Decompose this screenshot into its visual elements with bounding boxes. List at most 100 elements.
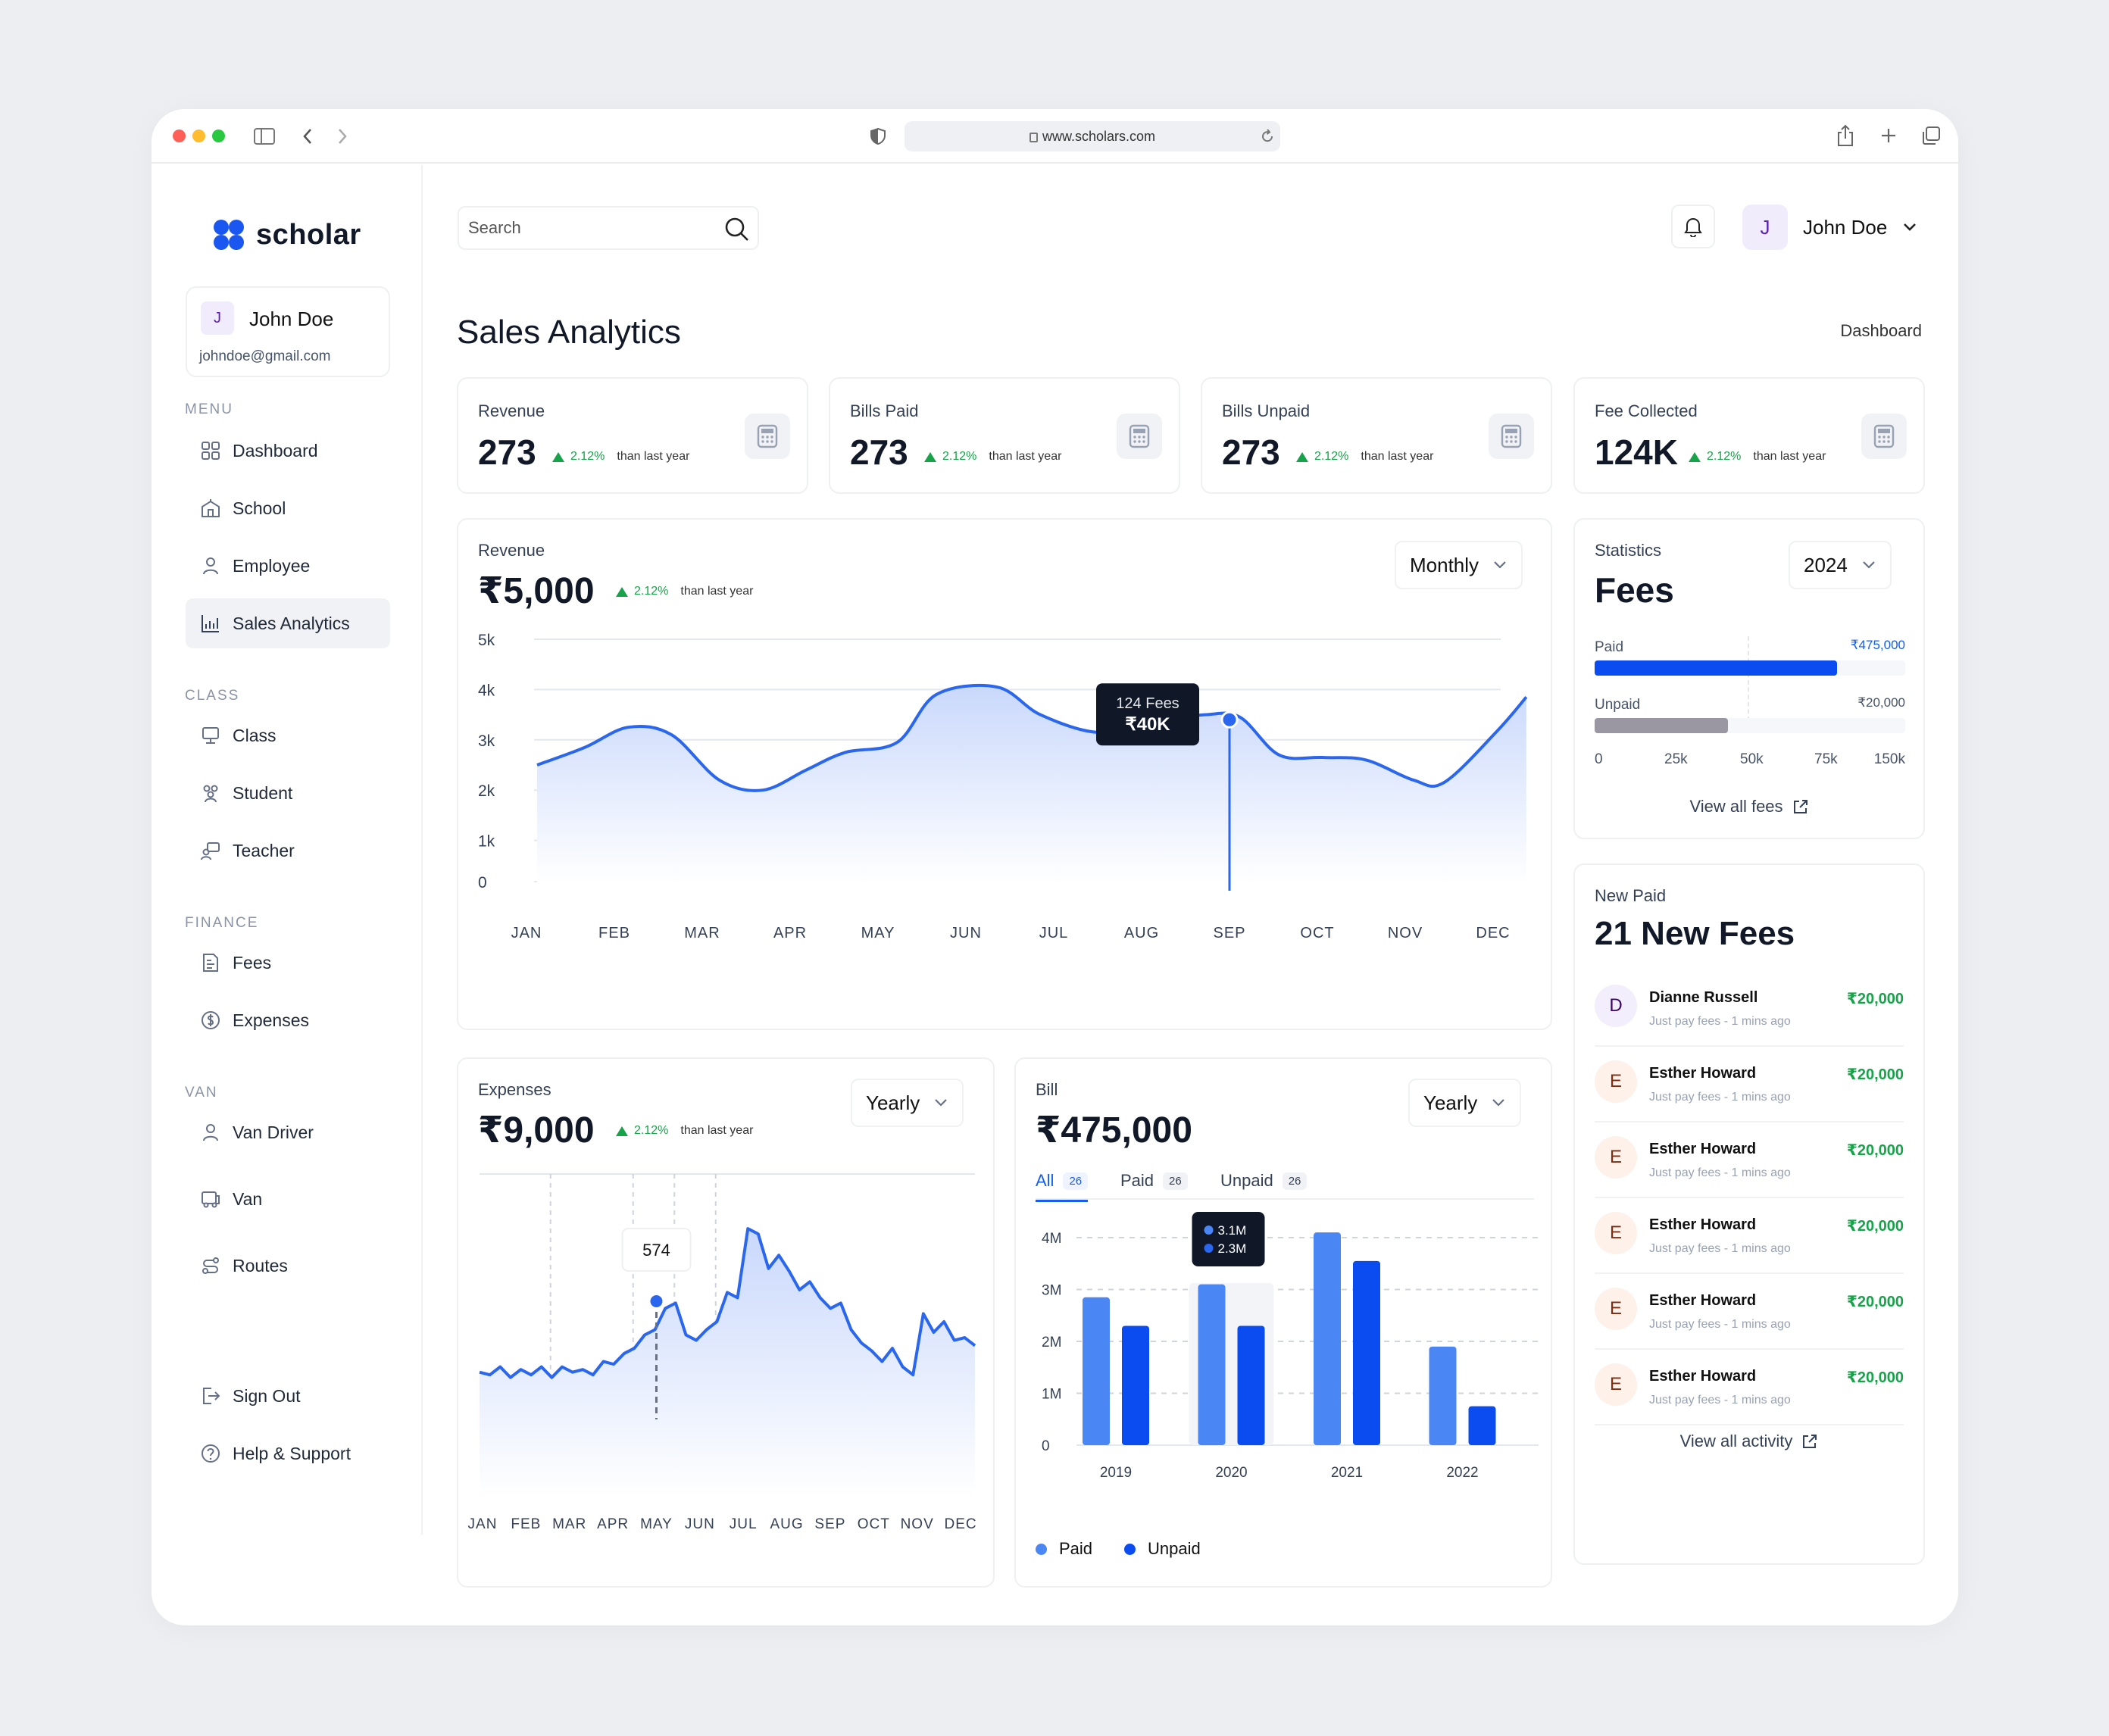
driver-icon bbox=[199, 1121, 222, 1144]
tab-paid[interactable]: Paid 26 bbox=[1120, 1171, 1188, 1191]
y-tick-label: 3M bbox=[1042, 1283, 1061, 1299]
shield-icon[interactable] bbox=[870, 127, 886, 145]
sidebar-item-sales-analytics[interactable]: Sales Analytics bbox=[186, 598, 390, 648]
sidebar-item-student[interactable]: Student bbox=[186, 768, 390, 818]
fee-list-item[interactable]: E Esther Howard Just pay fees - 1 mins ago… bbox=[1595, 1200, 1904, 1274]
x-tick-label: SEP bbox=[1213, 925, 1245, 941]
breadcrumb[interactable]: Dashboard bbox=[1840, 321, 1922, 340]
reload-icon[interactable] bbox=[1261, 129, 1274, 144]
bar-unpaid-2019[interactable] bbox=[1122, 1325, 1149, 1445]
sidebar-item-school[interactable]: School bbox=[186, 483, 390, 533]
tooltip-value: 574 bbox=[642, 1241, 670, 1260]
sidebar-item-label: Van Driver bbox=[233, 1122, 314, 1142]
new-paid-card: New Paid 21 New Fees D Dianne Russell Just… bbox=[1573, 863, 1925, 1565]
period-dropdown[interactable]: Yearly bbox=[851, 1079, 964, 1127]
browser-toolbar: www.scholars.com bbox=[152, 109, 1958, 164]
search-input[interactable]: Search bbox=[458, 206, 759, 250]
tab-count: 26 bbox=[1282, 1172, 1308, 1190]
avatar: D bbox=[1595, 985, 1637, 1027]
close-window-button[interactable] bbox=[173, 130, 186, 142]
sidebar-item-class[interactable]: Class bbox=[186, 710, 390, 760]
axis-tick: 0 bbox=[1595, 751, 1603, 767]
tab-all[interactable]: All 26 bbox=[1036, 1171, 1089, 1202]
sidebar-item-expenses[interactable]: Expenses bbox=[186, 995, 390, 1045]
tabs-overview-icon[interactable] bbox=[1921, 126, 1941, 145]
sidebar-item-employee[interactable]: Employee bbox=[186, 541, 390, 591]
bill-bar-chart[interactable]: 0 1M 2M 3M 4M 2019 2020 2021 2022 3.1M 2.3M bbox=[1016, 1210, 1551, 1506]
logo-icon bbox=[214, 220, 244, 250]
forward-icon[interactable] bbox=[336, 127, 348, 145]
user-card[interactable]: J John Doe johndoe@gmail.com bbox=[186, 286, 390, 377]
x-tick-label: JAN bbox=[511, 925, 542, 941]
trend-suffix: than last year bbox=[1753, 450, 1826, 463]
tooltip-title: 124 Fees bbox=[1116, 695, 1179, 712]
maximize-window-button[interactable] bbox=[212, 130, 225, 142]
bar-paid-2021[interactable] bbox=[1314, 1232, 1341, 1445]
expenses-area-chart[interactable]: 574 JAN FEB MAR APR MAY JUN JUL AUG SEP OCT NOV DEC bbox=[458, 1165, 993, 1528]
trend-up-icon bbox=[1296, 451, 1308, 462]
sidebar-toggle-icon[interactable] bbox=[254, 128, 275, 145]
brand-logo[interactable]: scholar bbox=[212, 218, 361, 251]
sidebar-item-label: School bbox=[233, 498, 286, 518]
bar-paid-2020[interactable] bbox=[1198, 1284, 1226, 1445]
tab-unpaid[interactable]: Unpaid 26 bbox=[1220, 1171, 1308, 1191]
back-icon[interactable] bbox=[302, 127, 314, 145]
minimize-window-button[interactable] bbox=[192, 130, 205, 142]
revenue-value: ₹5,000 bbox=[478, 571, 595, 611]
user-menu[interactable]: J John Doe bbox=[1742, 205, 1917, 250]
revenue-area-chart[interactable]: 124 Fees ₹40K 0 1k 2k 3k 4k 5k JAN FEB MAR APR MA… bbox=[458, 626, 1551, 1027]
fee-list-item[interactable]: E Esther Howard Just pay fees - 1 mins ago… bbox=[1595, 1351, 1904, 1425]
bar-unpaid-2021[interactable] bbox=[1353, 1260, 1380, 1445]
year-dropdown-value: 2024 bbox=[1804, 553, 1848, 576]
x-tick-label: JUL bbox=[730, 1516, 758, 1528]
y-tick-label: 2M bbox=[1042, 1335, 1061, 1350]
sign-out-button[interactable]: Sign Out bbox=[186, 1371, 390, 1421]
highlight-point[interactable] bbox=[648, 1294, 664, 1309]
period-dropdown[interactable]: Yearly bbox=[1408, 1079, 1522, 1127]
legend-dot-unpaid bbox=[1124, 1543, 1136, 1555]
trend-percent: 2.12% bbox=[634, 1124, 669, 1137]
view-all-fees-link[interactable]: View all fees bbox=[1575, 797, 1923, 816]
trend-indicator: 2.12% than last year bbox=[924, 450, 1061, 464]
link-label: View all activity bbox=[1679, 1432, 1793, 1450]
highlight-point[interactable] bbox=[1220, 710, 1239, 729]
sidebar-item-fees[interactable]: Fees bbox=[186, 938, 390, 988]
finance-section-label: FINANCE bbox=[185, 915, 259, 931]
external-link-icon bbox=[1803, 1435, 1817, 1448]
payment-time: Just pay fees - 1 mins ago bbox=[1649, 1015, 1791, 1028]
bar-unpaid-2020[interactable] bbox=[1237, 1325, 1265, 1445]
notifications-button[interactable] bbox=[1671, 205, 1715, 248]
sidebar-item-label: Class bbox=[233, 725, 277, 745]
year-dropdown[interactable]: 2024 bbox=[1789, 541, 1892, 589]
x-tick-label: NOV bbox=[901, 1516, 934, 1528]
x-tick-label: 2022 bbox=[1446, 1465, 1478, 1481]
fee-list-item[interactable]: E Esther Howard Just pay fees - 1 mins ago… bbox=[1595, 1275, 1904, 1350]
sidebar-item-label: Employee bbox=[233, 555, 311, 576]
sidebar-item-dashboard[interactable]: Dashboard bbox=[186, 426, 390, 476]
address-bar[interactable]: www.scholars.com bbox=[905, 121, 1280, 151]
avatar: E bbox=[1595, 1288, 1637, 1330]
new-tab-icon[interactable] bbox=[1880, 127, 1897, 144]
x-tick-label: JAN bbox=[468, 1516, 498, 1528]
fee-list-item[interactable]: E Esther Howard Just pay fees - 1 mins ago… bbox=[1595, 1048, 1904, 1122]
logout-icon bbox=[199, 1385, 222, 1407]
fee-list-item[interactable]: D Dianne Russell Just pay fees - 1 mins ag… bbox=[1595, 973, 1904, 1047]
bar-unpaid-2022[interactable] bbox=[1468, 1406, 1496, 1445]
share-icon[interactable] bbox=[1836, 124, 1854, 147]
fee-list-item[interactable]: E Esther Howard Just pay fees - 1 mins ago… bbox=[1595, 1124, 1904, 1198]
help-support-button[interactable]: Help & Support bbox=[186, 1428, 390, 1478]
expenses-chart-card: Expenses ₹9,000 2.12% than last year Year… bbox=[457, 1057, 995, 1588]
sidebar-item-van[interactable]: Van bbox=[186, 1174, 390, 1224]
kpi-card-revenue: Revenue 273 2.12% than last year bbox=[457, 377, 808, 494]
kpi-label: Bills Unpaid bbox=[1222, 401, 1311, 420]
search-icon[interactable] bbox=[724, 217, 750, 242]
bar-paid-2019[interactable] bbox=[1083, 1297, 1110, 1445]
period-dropdown[interactable]: Monthly bbox=[1395, 541, 1523, 589]
view-all-activity-link[interactable]: View all activity bbox=[1575, 1432, 1923, 1451]
bar-paid-2022[interactable] bbox=[1429, 1346, 1457, 1445]
payment-amount: ₹20,000 bbox=[1846, 1369, 1904, 1386]
sidebar-item-van-driver[interactable]: Van Driver bbox=[186, 1107, 390, 1157]
sidebar-item-teacher[interactable]: Teacher bbox=[186, 826, 390, 876]
sidebar-item-routes[interactable]: Routes bbox=[186, 1241, 390, 1291]
kpi-card-bills-unpaid: Bills Unpaid 273 2.12% than last year bbox=[1201, 377, 1552, 494]
